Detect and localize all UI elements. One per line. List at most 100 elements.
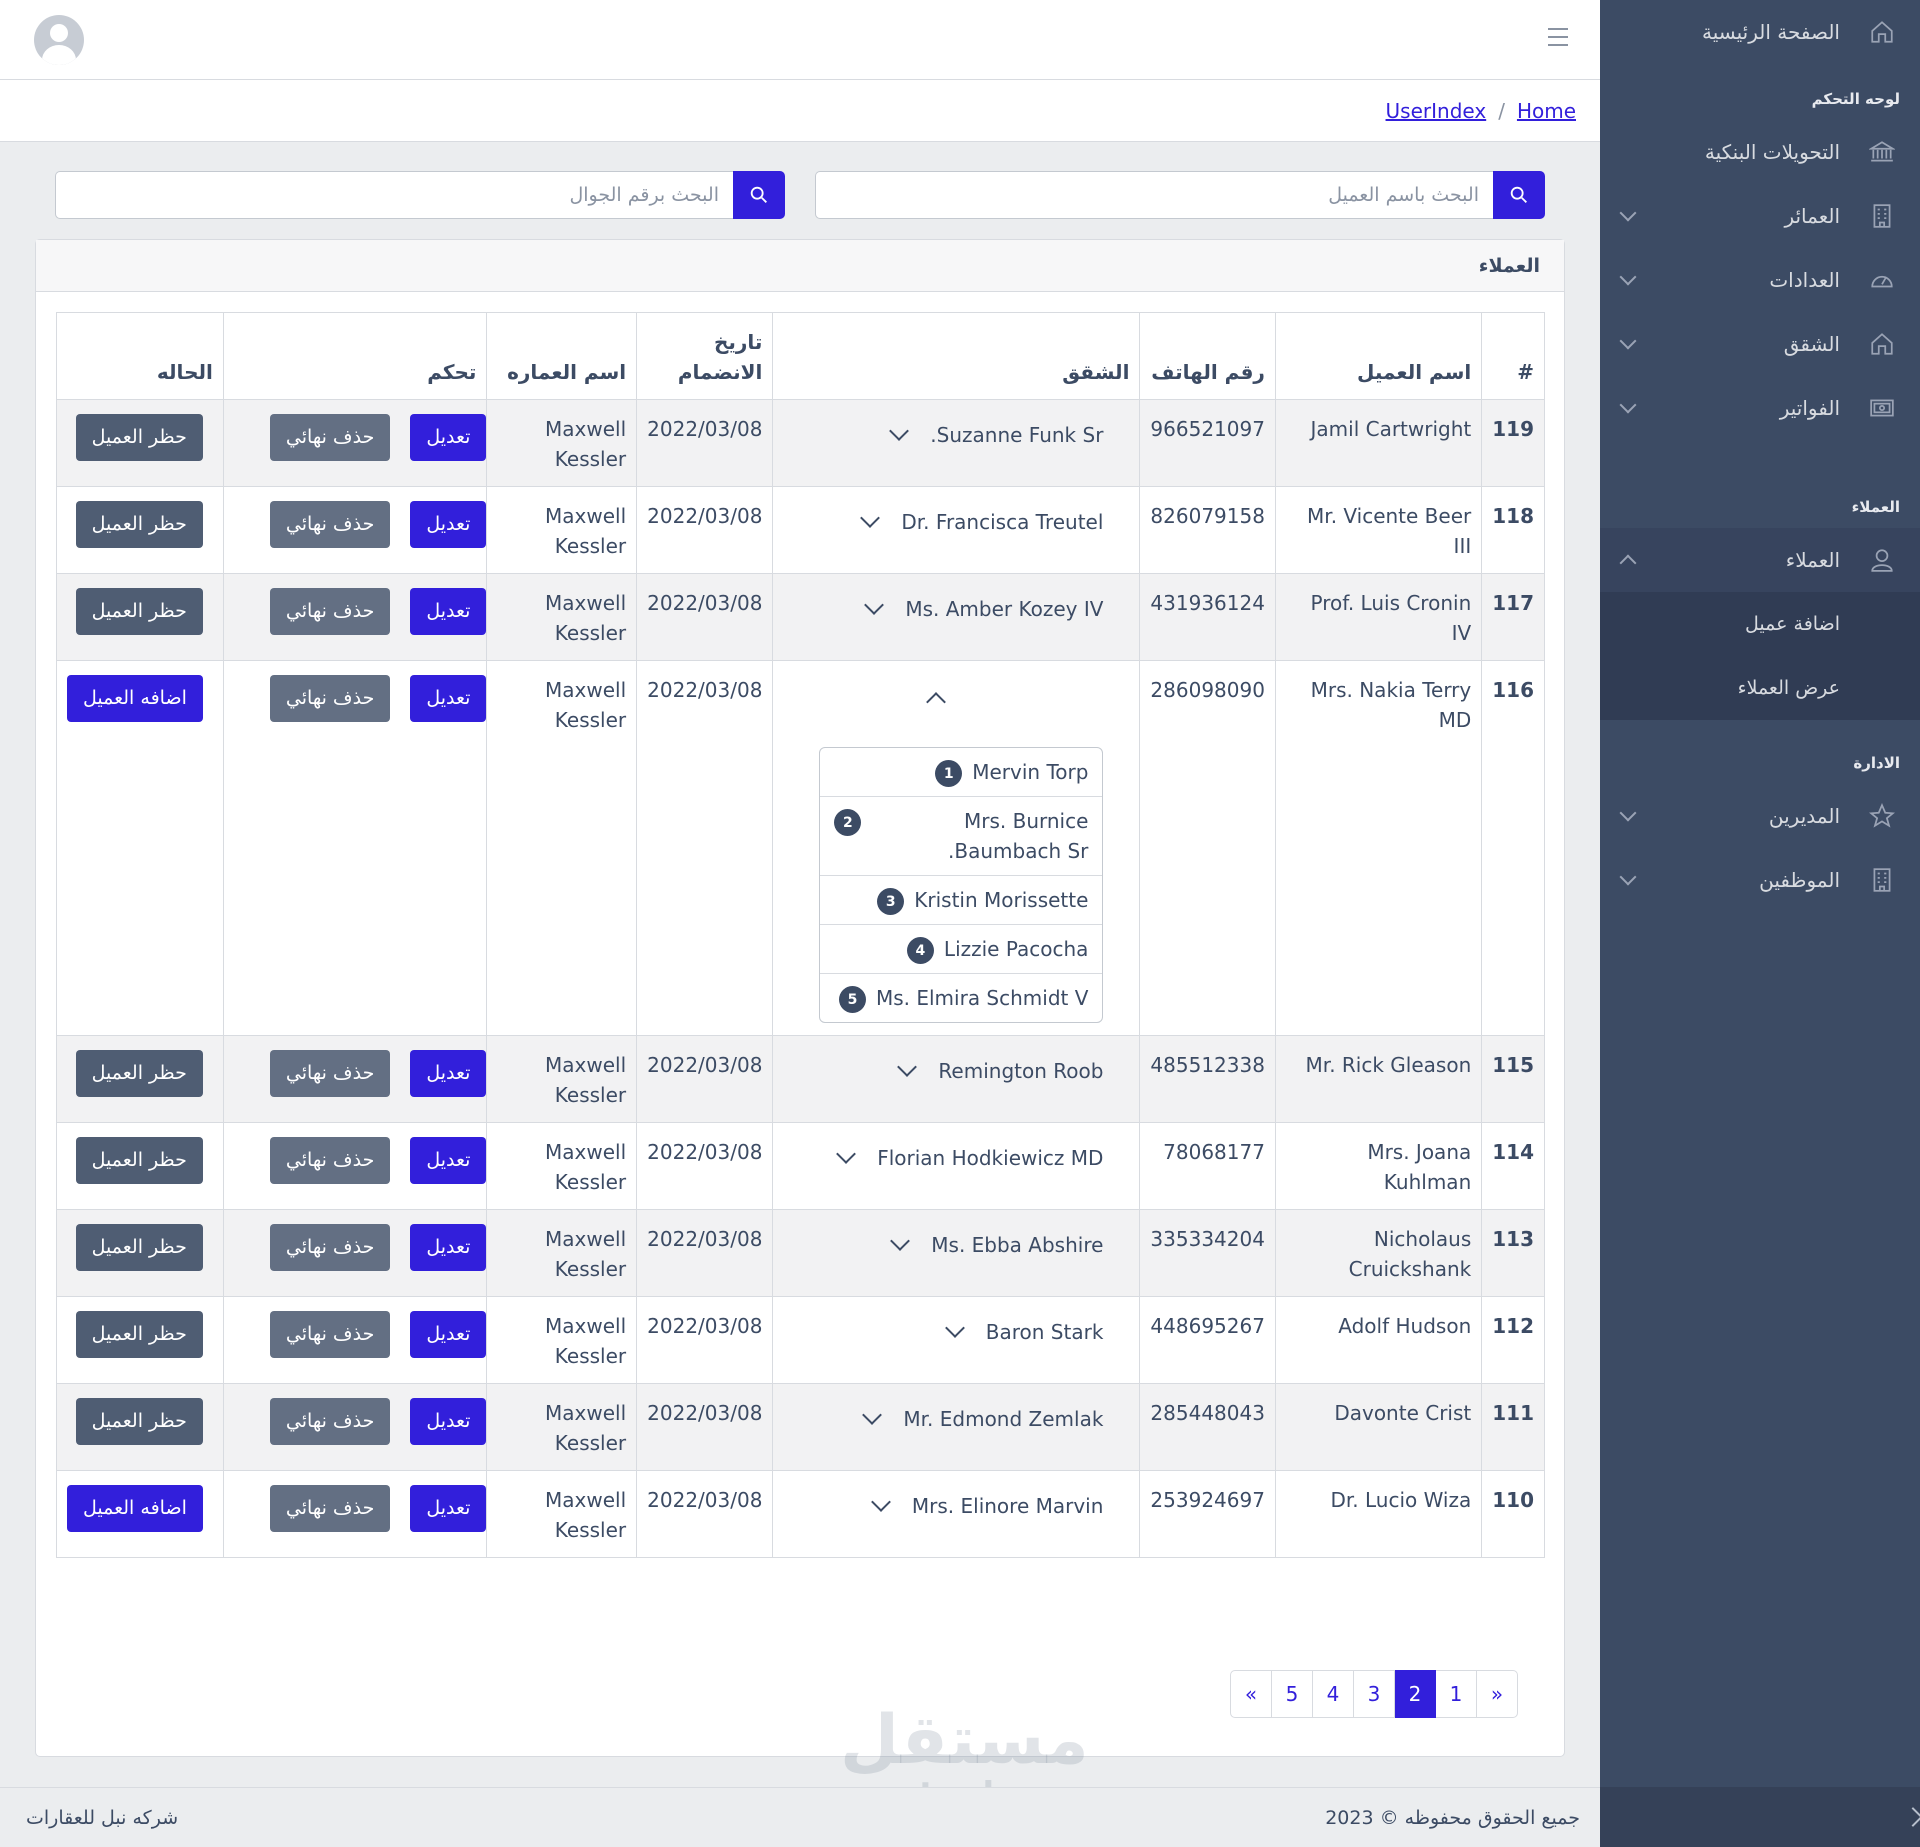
delete-button[interactable]: حذف نهائي (269, 1224, 391, 1271)
sidebar-item-invoices[interactable]: الفواتير (1600, 376, 1920, 440)
sidebar-item-apartments[interactable]: الشقق (1600, 312, 1920, 376)
apartment-toggle[interactable]: Dr. Francisca Treutel (783, 501, 1129, 537)
row-number: 117 (1481, 573, 1545, 661)
edit-button[interactable]: تعديل (410, 588, 487, 635)
apartment-toggle[interactable]: Suzanne Funk Sr. (783, 414, 1129, 450)
block-client-button[interactable]: حظر العميل (75, 414, 203, 461)
breadcrumb-current-link[interactable]: UserIndex (1385, 98, 1487, 123)
pagination-next[interactable]: » (1230, 1670, 1272, 1718)
join-date: 2022/03/08 (636, 399, 774, 487)
col-name: اسم العميل (1274, 312, 1483, 400)
edit-button[interactable]: تعديل (410, 1224, 487, 1271)
apartment-toggle[interactable]: Baron Stark (783, 1311, 1129, 1347)
pagination-page[interactable]: 1 (1435, 1670, 1477, 1718)
sidebar-subitem-add-client[interactable]: اضافة عميل (1745, 613, 1840, 635)
sidebar-toggle[interactable] (1600, 1787, 1920, 1847)
delete-button[interactable]: حذف نهائي (269, 501, 391, 548)
sidebar-group-clients: العملاء اضافة عميل عرض العملاء (1600, 528, 1920, 720)
pagination-prev[interactable]: « (1476, 1670, 1518, 1718)
join-date: 2022/03/08 (636, 660, 774, 1036)
breadcrumb-home-link[interactable]: Home (1516, 98, 1576, 123)
sidebar-item-home[interactable]: الصفحة الرئيسية (1600, 0, 1920, 64)
building-name: Maxwell Kessler (486, 1383, 638, 1471)
client-name: Mrs. Joana Kuhlman (1274, 1122, 1483, 1210)
apartment-toggle[interactable]: Ms. Amber Kozey IV (783, 588, 1129, 624)
building-name: Maxwell Kessler (486, 1122, 638, 1210)
chevron-down-icon (1619, 868, 1637, 886)
block-client-button[interactable]: حظر العميل (75, 1224, 203, 1271)
pagination-page[interactable]: 5 (1271, 1670, 1313, 1718)
edit-button[interactable]: تعديل (410, 414, 487, 461)
apartment-toggle[interactable]: Florian Hodkiewicz MD (783, 1137, 1129, 1173)
delete-button[interactable]: حذف نهائي (269, 675, 391, 722)
edit-button[interactable]: تعديل (410, 1050, 487, 1097)
search-by-phone (55, 171, 785, 219)
block-client-button[interactable]: حظر العميل (75, 501, 203, 548)
sidebar-item-label: العملاء (1785, 548, 1840, 572)
edit-button[interactable]: تعديل (410, 1311, 487, 1358)
block-client-button[interactable]: حظر العميل (75, 1398, 203, 1445)
pagination-page[interactable]: 4 (1312, 1670, 1354, 1718)
search-button[interactable] (733, 171, 785, 219)
sidebar-item-managers[interactable]: المديرين (1600, 784, 1920, 848)
delete-button[interactable]: حذف نهائي (269, 1485, 391, 1532)
chevron-down-icon (862, 1405, 883, 1425)
block-client-button[interactable]: حظر العميل (75, 1311, 203, 1358)
edit-button[interactable]: تعديل (410, 1485, 487, 1532)
footer-copyright: جميع الحقوق محفوظه © 2023 (1325, 1806, 1580, 1829)
row-number: 113 (1481, 1209, 1545, 1297)
page-footer: جميع الحقوق محفوظه © 2023 شركه نبل للعقا… (0, 1787, 1600, 1847)
top-header (0, 0, 1600, 80)
list-item: Kristin Morissette 3 (820, 876, 1103, 925)
delete-button[interactable]: حذف نهائي (269, 1137, 391, 1184)
table-row: 117 Prof. Luis Cronin IV 431936124 Ms. Ambe… (56, 573, 1545, 661)
row-number: 110 (1481, 1470, 1545, 1558)
sidebar-subitem-view-clients[interactable]: عرض العملاء (1737, 677, 1840, 699)
block-client-button[interactable]: حظر العميل (75, 1137, 203, 1184)
chevron-down-icon (1619, 804, 1637, 822)
sidebar-item-bank-transfers[interactable]: التحويلات البنكية (1600, 120, 1920, 184)
sidebar-item-clients[interactable]: العملاء (1600, 528, 1920, 592)
apartment-toggle[interactable]: Mr. Edmond Zemlak (783, 1398, 1129, 1434)
search-button[interactable] (1493, 171, 1545, 219)
delete-button[interactable]: حذف نهائي (269, 1311, 391, 1358)
search-phone-input[interactable] (55, 171, 733, 219)
block-client-button[interactable]: حظر العميل (75, 1050, 203, 1097)
menu-icon[interactable] (1548, 28, 1568, 46)
client-name: Nicholaus Cruickshank (1274, 1209, 1483, 1297)
delete-button[interactable]: حذف نهائي (269, 1398, 391, 1445)
speedometer-icon (1868, 266, 1896, 294)
sidebar-item-label: الفواتير (1779, 396, 1840, 420)
building-name: Maxwell Kessler (486, 1209, 638, 1297)
apartment-cell: Baron Stark (772, 1296, 1141, 1384)
block-client-button[interactable]: حظر العميل (75, 588, 203, 635)
sidebar-section-title: العملاء (1851, 498, 1900, 516)
apartment-toggle[interactable]: Ms. Ebba Abshire (783, 1224, 1129, 1260)
apartment-toggle[interactable]: Mrs. Elinore Marvin (783, 1485, 1129, 1521)
avatar[interactable] (34, 15, 84, 65)
delete-button[interactable]: حذف نهائي (269, 1050, 391, 1097)
add-client-button[interactable]: اضافه العميل (67, 675, 203, 722)
edit-button[interactable]: تعديل (410, 675, 487, 722)
apartment-toggle[interactable]: Remington Roob (783, 1050, 1129, 1086)
control-cell: تعديل حذف نهائي (222, 486, 488, 574)
search-name-input[interactable] (815, 171, 1493, 219)
chevron-up-icon[interactable] (926, 692, 947, 712)
status-cell: حظر العميل (56, 1122, 224, 1210)
sidebar-item-label: الموظفين (1759, 868, 1840, 892)
client-phone: 485512338 (1139, 1035, 1276, 1123)
sidebar-item-employees[interactable]: الموظفين (1600, 848, 1920, 912)
list-item: Ms. Elmira Schmidt V 5 (820, 974, 1102, 1022)
edit-button[interactable]: تعديل (410, 1137, 487, 1184)
pagination-page[interactable]: 3 (1353, 1670, 1395, 1718)
delete-button[interactable]: حذف نهائي (269, 414, 391, 461)
edit-button[interactable]: تعديل (410, 1398, 487, 1445)
sidebar-item-buildings[interactable]: العمائر (1600, 184, 1920, 248)
add-client-button[interactable]: اضافه العميل (67, 1485, 203, 1532)
client-phone: 285448043 (1139, 1383, 1276, 1471)
edit-button[interactable]: تعديل (410, 501, 487, 548)
pagination-page-active[interactable]: 2 (1394, 1670, 1436, 1718)
col-joined: تاريخ الانضمام (636, 312, 774, 400)
delete-button[interactable]: حذف نهائي (269, 588, 391, 635)
sidebar-item-meters[interactable]: العدادات (1600, 248, 1920, 312)
